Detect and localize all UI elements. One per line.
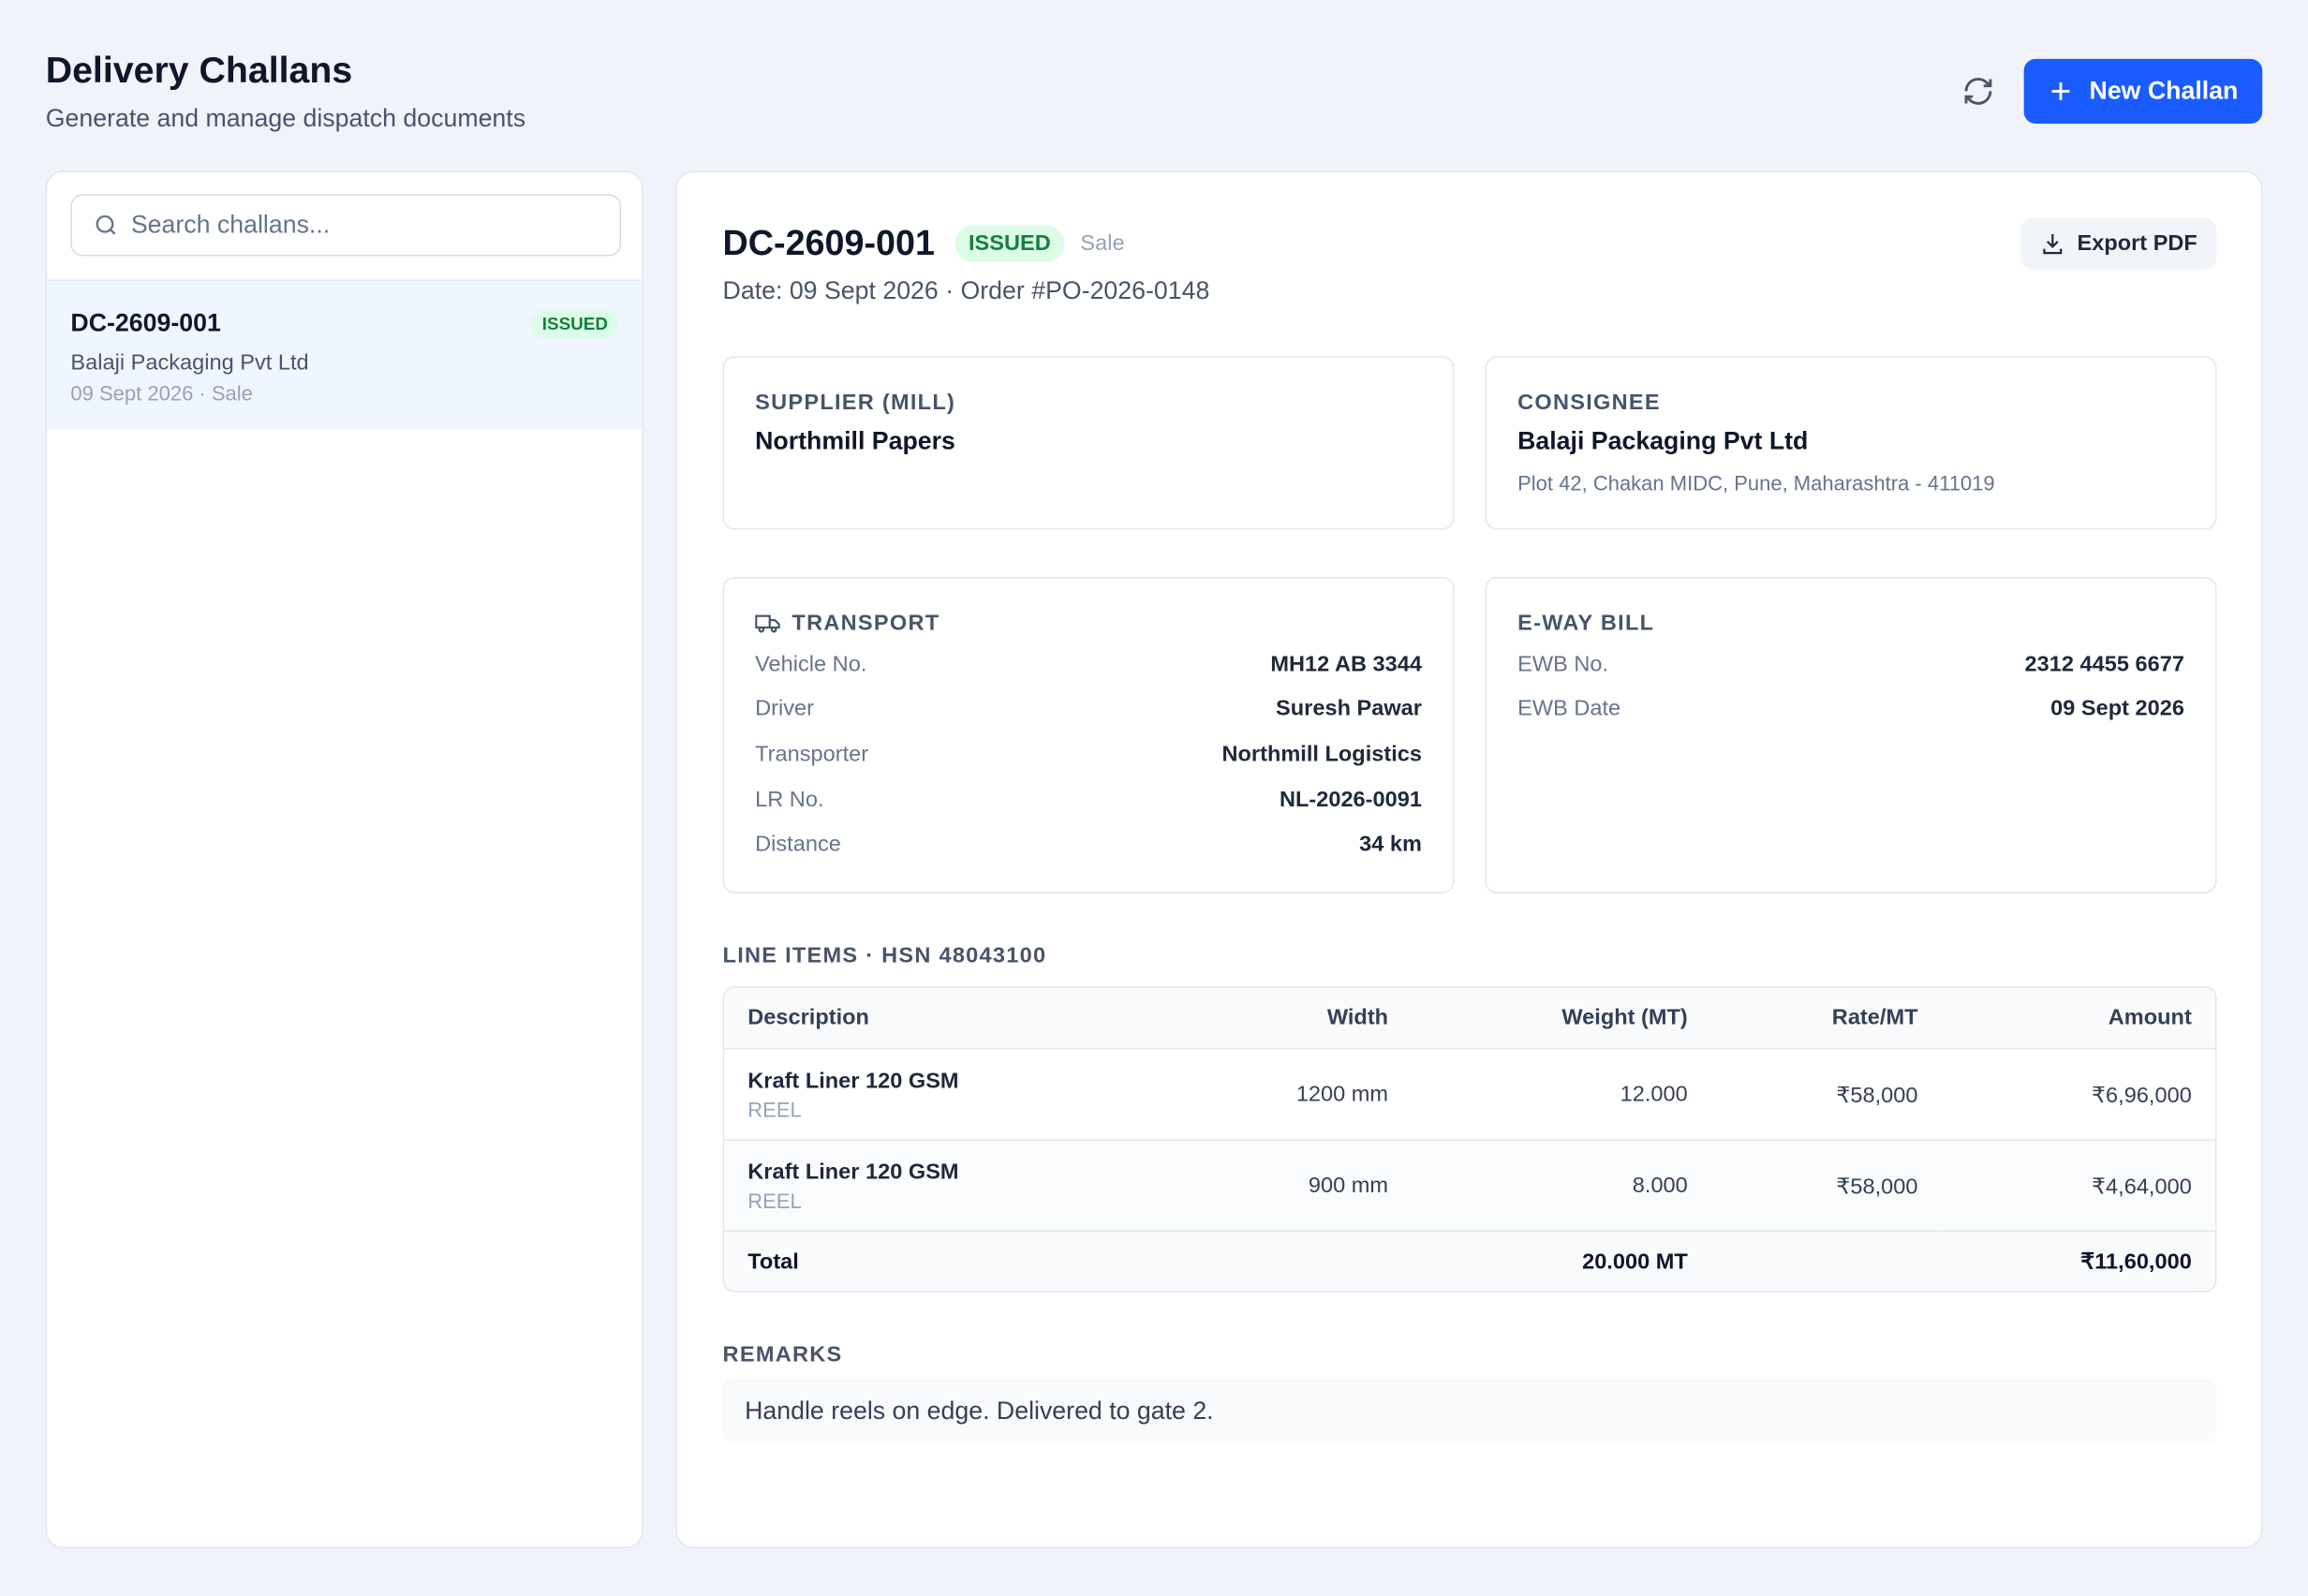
item-meta: 09 Sept 2026 · Sale — [70, 380, 253, 406]
item-description: Kraft Liner 120 GSM — [747, 1068, 959, 1093]
truck-icon — [755, 614, 780, 633]
plus-icon — [2052, 81, 2071, 100]
challan-id: DC-2609-001 — [722, 223, 935, 264]
kv-value: 09 Sept 2026 — [2050, 696, 2184, 722]
card-label: TRANSPORT — [792, 611, 940, 636]
kv-row: EWB No. 2312 4455 6677 — [1517, 642, 2184, 687]
page-subtitle: Generate and manage dispatch documents — [45, 104, 526, 133]
item-form: REEL — [747, 1188, 802, 1213]
kv-label: Vehicle No. — [755, 651, 867, 677]
kv-value: 2312 4455 6677 — [2024, 651, 2184, 677]
kv-row: Distance 34 km — [755, 821, 1422, 866]
item-rate: ₹58,000 — [1710, 1048, 1942, 1141]
kv-row: Vehicle No. MH12 AB 3344 — [755, 642, 1422, 687]
eway-card: E-WAY BILL EWB No. 2312 4455 6677 EWB Date… — [1485, 576, 2217, 894]
download-icon — [2043, 234, 2063, 255]
line-item-row: Kraft Liner 120 GSM REEL 900 mm 8.000 ₹58,00… — [724, 1140, 2215, 1233]
description-cell: Kraft Liner 120 GSM REEL — [724, 1048, 1172, 1141]
description-cell: Kraft Liner 120 GSM REEL — [724, 1140, 1172, 1233]
column-header: Amount — [1941, 987, 2215, 1050]
consignee-card: CONSIGNEE Balaji Packaging Pvt Ltd Plot … — [1485, 356, 2217, 530]
transport-card: TRANSPORT Vehicle No. MH12 AB 3344 Driver S… — [722, 576, 1455, 894]
challan-status: ISSUED — [954, 225, 1064, 262]
line-item-row: Kraft Liner 120 GSM REEL 1200 mm 12.000 ₹58,… — [724, 1048, 2215, 1141]
divider — [47, 279, 643, 282]
kv-label: Distance — [755, 832, 841, 857]
search-placeholder: Search challans... — [130, 210, 331, 239]
export-button[interactable]: Export PDF — [2020, 217, 2217, 270]
column-header: Rate/MT — [1710, 987, 1942, 1050]
kv-label: LR No. — [755, 787, 824, 812]
kv-value: Northmill Logistics — [1221, 741, 1422, 767]
total-row: Total 20.000 MT ₹11,60,000 — [724, 1231, 2215, 1292]
card-label: CONSIGNEE — [1517, 390, 1661, 416]
item-party: Balaji Packaging Pvt Ltd — [70, 349, 309, 376]
total-label: Total — [747, 1249, 799, 1275]
empty-cell — [1171, 1231, 1412, 1291]
refresh-button[interactable] — [1962, 75, 1995, 108]
column-header: Width — [1171, 987, 1413, 1050]
column-header: Weight (MT) — [1412, 987, 1711, 1050]
remarks-text: Handle reels on edge. Delivered to gate … — [722, 1377, 2217, 1444]
kv-label: EWB No. — [1517, 651, 1609, 677]
kv-row: LR No. NL-2026-0091 — [755, 776, 1422, 821]
challan-meta: Date: 09 Sept 2026 · Order #PO-2026-0148 — [722, 276, 1210, 305]
kv-value: MH12 AB 3344 — [1270, 651, 1422, 677]
item-weight: 8.000 — [1412, 1140, 1711, 1233]
supplier-card: SUPPLIER (MILL) Northmill Papers — [722, 356, 1455, 530]
card-label: SUPPLIER (MILL) — [755, 390, 956, 416]
kv-value: Suresh Pawar — [1276, 696, 1422, 722]
kv-label: Driver — [755, 696, 814, 722]
column-header: Description — [724, 987, 1172, 1050]
consignee-address: Plot 42, Chakan MIDC, Pune, Maharashtra … — [1517, 470, 1995, 495]
section-label: LINE ITEMS · HSN 48043100 — [722, 943, 1047, 968]
sidebar: Search challans... DC-2609-001 ISSUED Ba… — [45, 170, 644, 1549]
page-title: Delivery Challans — [45, 50, 353, 92]
kv-label: Transporter — [755, 741, 869, 767]
item-description: Kraft Liner 120 GSM — [747, 1159, 959, 1185]
item-amount: ₹4,64,000 — [1941, 1140, 2215, 1233]
item-weight: 12.000 — [1412, 1048, 1711, 1141]
total-weight: 20.000 MT — [1582, 1249, 1688, 1275]
section-label: REMARKS — [722, 1342, 843, 1367]
kv-value: 34 km — [1359, 832, 1422, 857]
detail-panel: DC-2609-001 ISSUED Sale Date: 09 Sept 20… — [675, 170, 2263, 1549]
kv-value: NL-2026-0091 — [1279, 787, 1422, 812]
item-amount: ₹6,96,000 — [1941, 1048, 2215, 1141]
item-id: DC-2609-001 — [70, 308, 221, 337]
kv-label: EWB Date — [1517, 696, 1621, 722]
kv-row: Transporter Northmill Logistics — [755, 732, 1422, 776]
consignee-name: Balaji Packaging Pvt Ltd — [1517, 426, 1809, 455]
kv-row: EWB Date 09 Sept 2026 — [1517, 687, 2184, 732]
button-label: Export PDF — [2077, 230, 2197, 257]
challan-list-item[interactable]: DC-2609-001 ISSUED Balaji Packaging Pvt … — [47, 281, 643, 430]
item-width: 900 mm — [1171, 1140, 1413, 1233]
search-icon — [96, 214, 116, 235]
card-label: E-WAY BILL — [1517, 611, 1655, 636]
item-rate: ₹58,000 — [1710, 1140, 1942, 1233]
line-items-table: Description Width Weight (MT) Rate/MT Amount… — [722, 985, 2217, 1293]
item-width: 1200 mm — [1171, 1048, 1413, 1141]
kv-row: Driver Suresh Pawar — [755, 687, 1422, 732]
challan-type: Sale — [1080, 230, 1125, 257]
total-amount: ₹11,60,000 — [2080, 1249, 2192, 1275]
supplier-name: Northmill Papers — [755, 426, 955, 455]
button-label: New Challan — [2089, 76, 2239, 105]
new-challan-button[interactable]: New Challan — [2023, 58, 2263, 124]
empty-cell — [1711, 1231, 1942, 1291]
search-box[interactable]: Search challans... — [70, 194, 622, 257]
item-status: ISSUED — [531, 308, 618, 339]
item-form: REEL — [747, 1097, 802, 1121]
